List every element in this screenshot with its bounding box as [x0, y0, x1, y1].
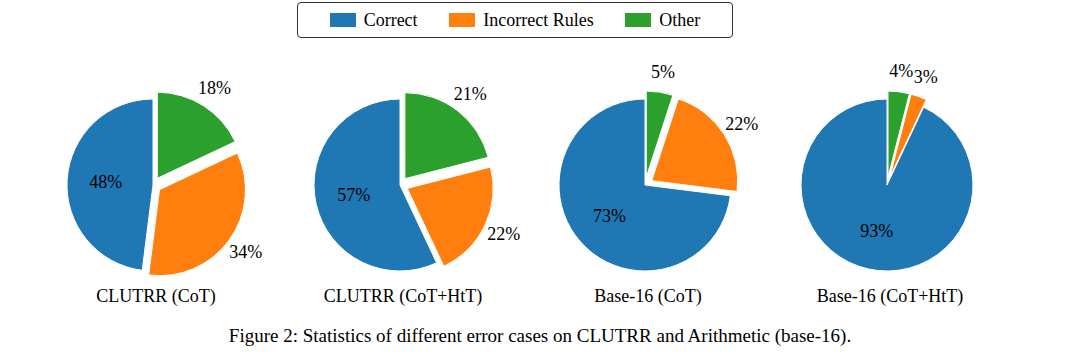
svg-text:73%: 73% [593, 206, 626, 226]
html-text:Correct: Correct [363, 9, 418, 30]
html-text:CLUTRR (CoT+HtT): CLUTRR (CoT+HtT) [323, 286, 483, 306]
svg-text:34%: 34% [229, 242, 262, 262]
html-text:Base-16 (CoT): Base-16 (CoT) [594, 286, 702, 306]
svg-text:3%: 3% [914, 67, 938, 87]
svg-text:5%: 5% [651, 62, 675, 82]
svg-text:93%: 93% [860, 221, 893, 241]
svg-text:22%: 22% [725, 114, 758, 134]
html-text:CLUTRR (CoT): CLUTRR (CoT) [96, 286, 216, 306]
svg-text:57%: 57% [337, 185, 370, 205]
svg-text:48%: 48% [89, 172, 122, 192]
html-text:Incorrect Rules: Incorrect Rules [483, 9, 594, 30]
svg-text:4%: 4% [889, 61, 913, 81]
html-text:Figure 2: Statistics of differ: Figure 2: Statistics of different error … [228, 325, 852, 346]
html-text:Other: Other [659, 9, 701, 30]
svg-text:18%: 18% [198, 78, 231, 98]
svg-text:22%: 22% [487, 224, 520, 244]
html-text:Base-16 (CoT+HtT): Base-16 (CoT+HtT) [816, 286, 964, 306]
svg-text:21%: 21% [454, 84, 487, 104]
